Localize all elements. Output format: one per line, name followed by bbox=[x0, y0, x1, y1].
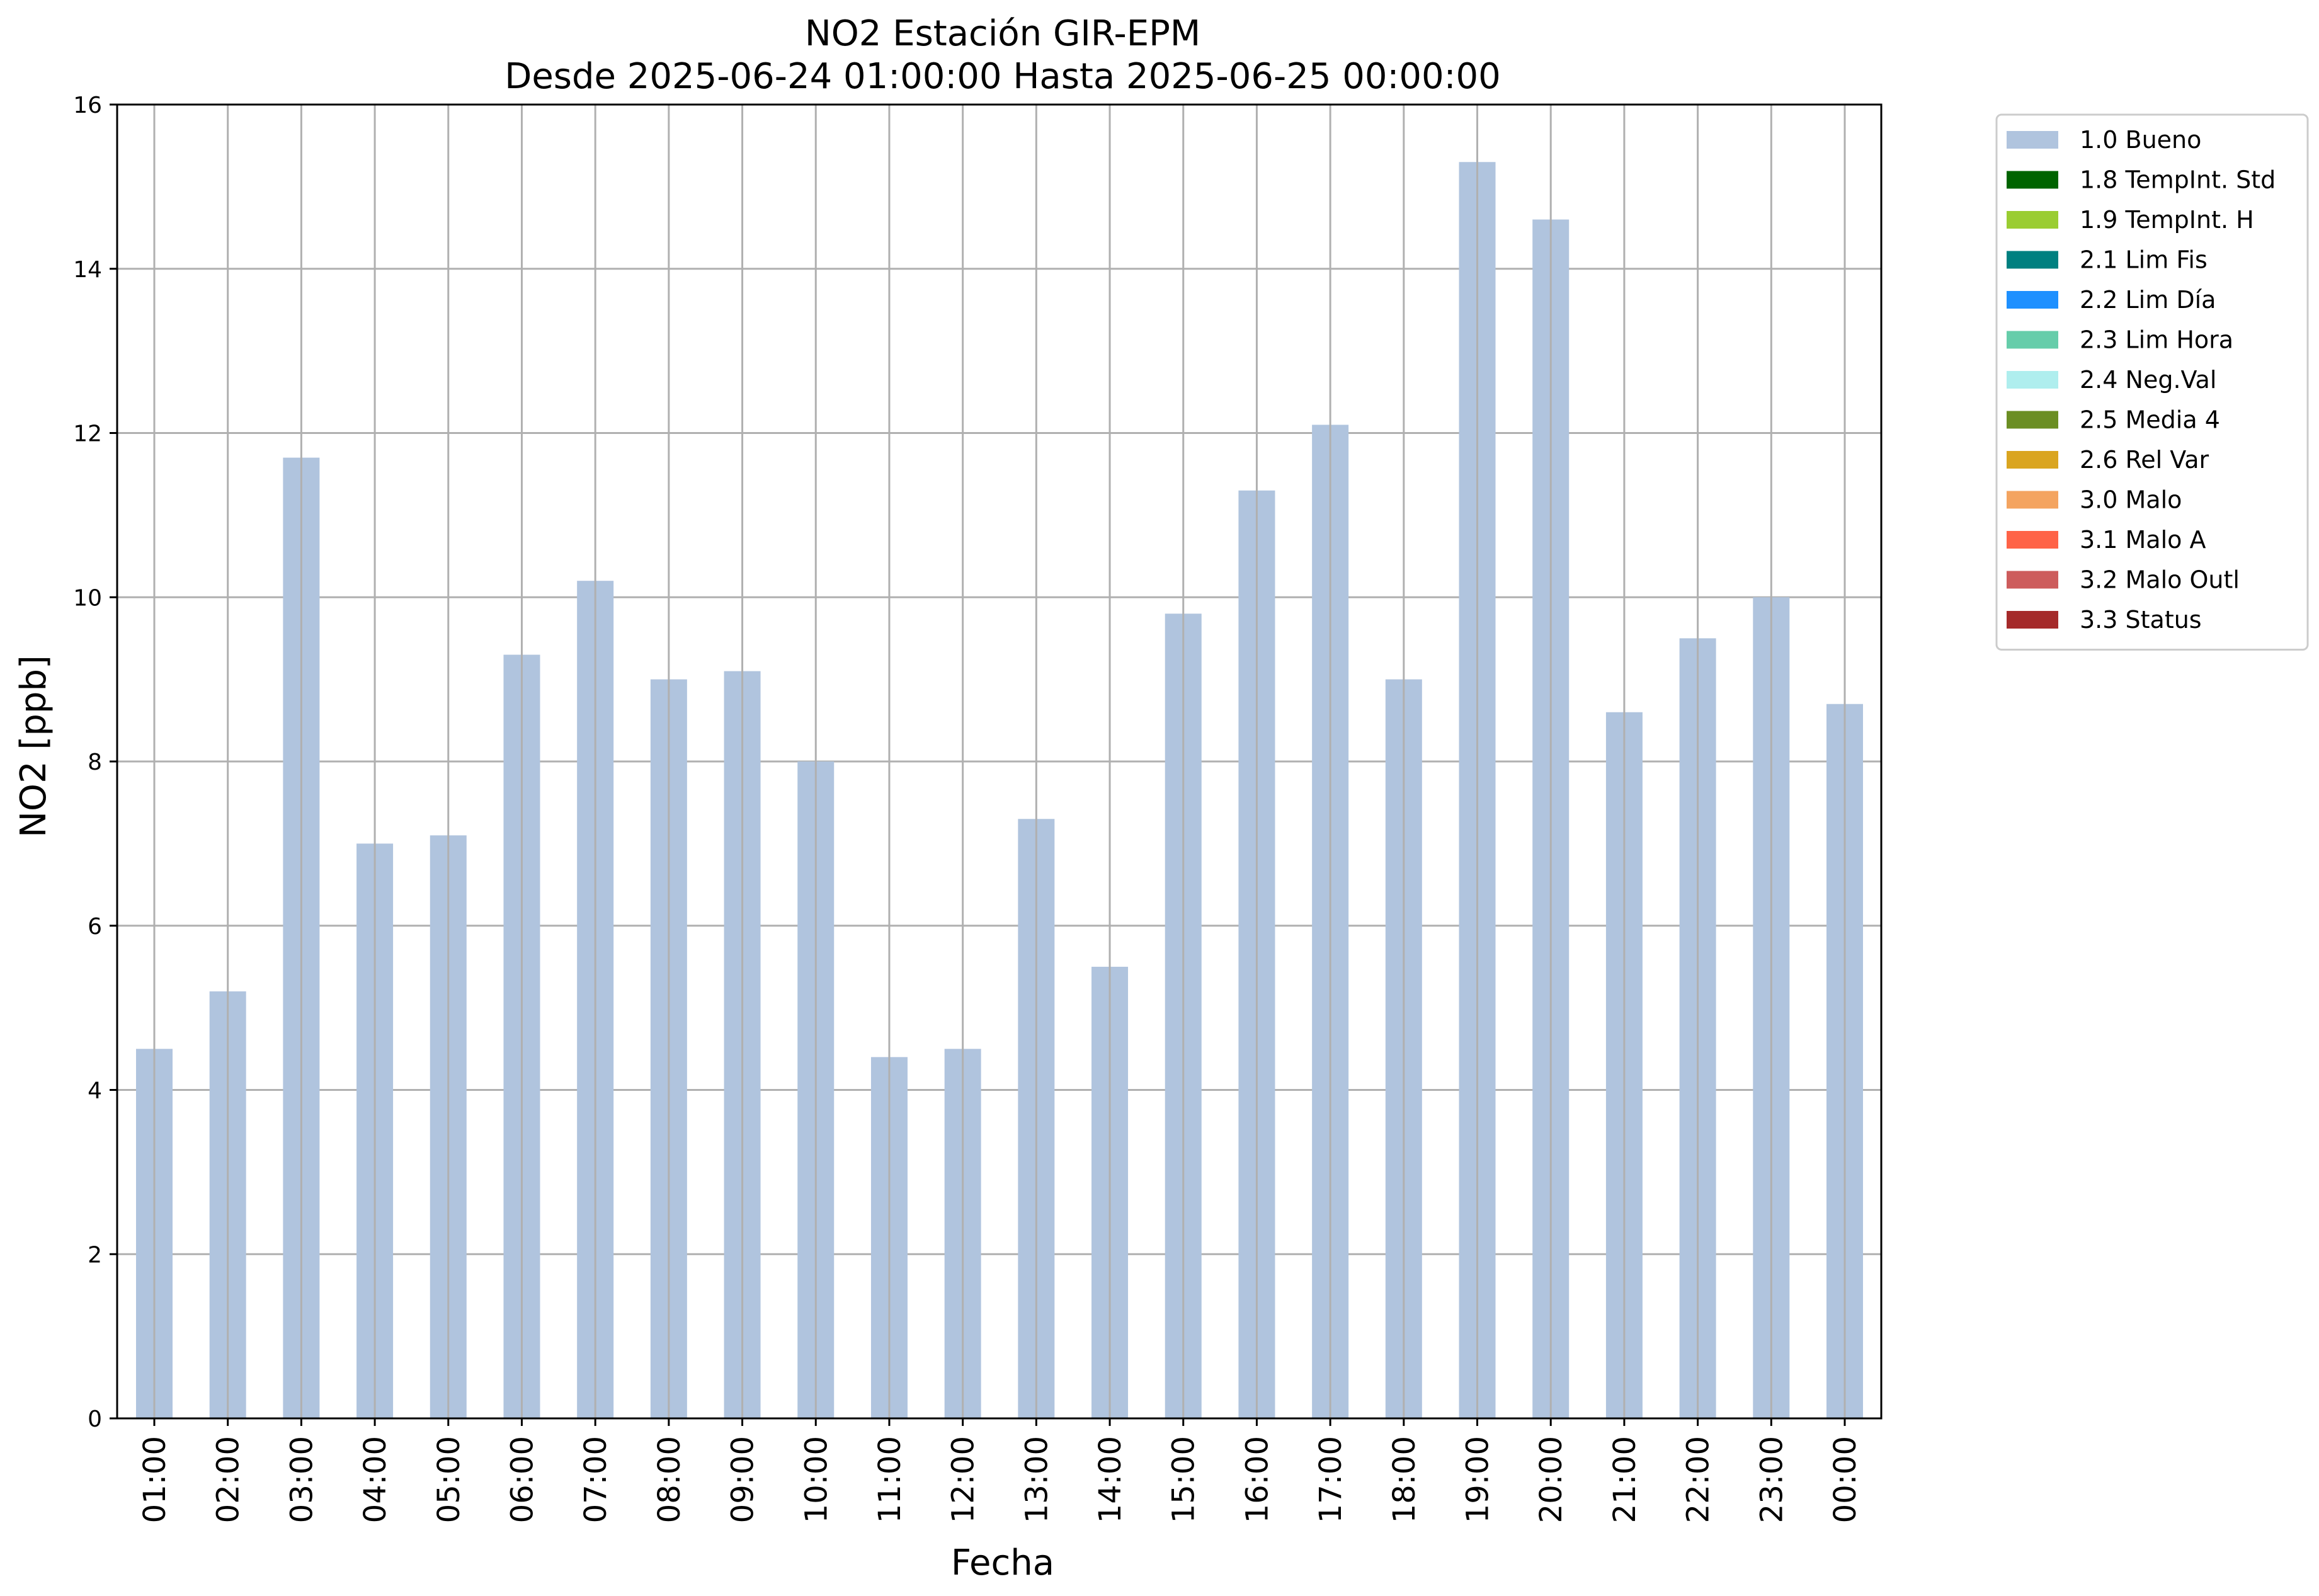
x-tick-label: 19:00 bbox=[1461, 1436, 1496, 1523]
legend-label: 2.6 Rel Var bbox=[2080, 446, 2209, 474]
legend-swatch bbox=[2007, 371, 2058, 389]
y-tick-label: 14 bbox=[73, 257, 102, 283]
legend-label: 1.0 Bueno bbox=[2080, 126, 2201, 154]
legend-label: 2.3 Lim Hora bbox=[2080, 326, 2233, 354]
legend-label: 3.3 Status bbox=[2080, 606, 2202, 634]
x-axis-label: Fecha bbox=[951, 1542, 1054, 1583]
x-tick-label: 12:00 bbox=[946, 1436, 981, 1523]
y-tick-label: 8 bbox=[88, 750, 102, 775]
y-tick-label: 0 bbox=[88, 1406, 102, 1432]
x-tick-label: 14:00 bbox=[1093, 1436, 1128, 1523]
legend-swatch bbox=[2007, 451, 2058, 469]
y-tick-label: 12 bbox=[73, 421, 102, 447]
y-tick-label: 4 bbox=[88, 1078, 102, 1104]
x-tick-label: 13:00 bbox=[1019, 1436, 1054, 1523]
legend-label: 3.1 Malo A bbox=[2080, 526, 2206, 554]
legend-swatch bbox=[2007, 571, 2058, 589]
x-tick-label: 11:00 bbox=[872, 1436, 908, 1523]
x-tick-label: 20:00 bbox=[1534, 1436, 1569, 1523]
legend-swatch bbox=[2007, 331, 2058, 349]
legend-label: 2.1 Lim Fis bbox=[2080, 246, 2208, 274]
x-tick-label: 02:00 bbox=[211, 1436, 246, 1523]
y-ticks: 0 2 4 6 8 10 12 14 16 bbox=[73, 93, 117, 1432]
legend-label: 2.4 Neg.Val bbox=[2080, 366, 2216, 394]
x-tick-label: 21:00 bbox=[1607, 1436, 1643, 1523]
legend-label: 3.0 Malo bbox=[2080, 486, 2182, 514]
legend-box bbox=[1995, 113, 2309, 651]
y-tick-label: 10 bbox=[73, 585, 102, 611]
legend-swatch bbox=[2007, 491, 2058, 509]
x-tick-label: 04:00 bbox=[358, 1436, 393, 1523]
legend-swatch bbox=[2007, 251, 2058, 269]
x-tick-label: 00:00 bbox=[1828, 1436, 1863, 1523]
x-tick-label: 16:00 bbox=[1239, 1436, 1275, 1523]
legend-label: 3.2 Malo Outl bbox=[2080, 566, 2240, 594]
legend-swatch bbox=[2007, 131, 2058, 149]
y-axis-label: NO2 [ppb] bbox=[13, 655, 54, 838]
chart-title: NO2 Estación GIR-EPM bbox=[805, 13, 1200, 54]
x-ticks: 01:00 02:00 03:00 04:00 05:00 06:00 07:00 08:00… bbox=[137, 1418, 1863, 1523]
x-tick-label: 06:00 bbox=[504, 1436, 540, 1523]
x-tick-label: 07:00 bbox=[578, 1436, 613, 1523]
x-tick-label: 17:00 bbox=[1313, 1436, 1348, 1523]
y-tick-label: 2 bbox=[88, 1242, 102, 1268]
legend-label: 1.8 TempInt. Std bbox=[2080, 166, 2276, 194]
legend-swatch bbox=[2007, 291, 2058, 309]
x-tick-label: 08:00 bbox=[652, 1436, 687, 1523]
y-tick-label: 6 bbox=[88, 914, 102, 940]
legend-swatch bbox=[2007, 611, 2058, 629]
legend: 1.0 Bueno 1.8 TempInt. Std 1.9 TempInt. H 2… bbox=[1995, 113, 2309, 651]
y-tick-label: 16 bbox=[73, 93, 102, 118]
x-tick-label: 18:00 bbox=[1387, 1436, 1422, 1523]
legend-label: 2.5 Media 4 bbox=[2080, 406, 2220, 434]
x-tick-label: 22:00 bbox=[1681, 1436, 1716, 1523]
legend-label: 1.9 TempInt. H bbox=[2080, 206, 2254, 234]
legend-swatch bbox=[2007, 171, 2058, 189]
x-tick-label: 01:00 bbox=[137, 1436, 173, 1523]
legend-label: 2.2 Lim Día bbox=[2080, 286, 2216, 314]
x-tick-label: 15:00 bbox=[1166, 1436, 1202, 1523]
x-tick-label: 05:00 bbox=[431, 1436, 467, 1523]
legend-swatch bbox=[2007, 211, 2058, 229]
bars bbox=[136, 105, 1863, 1419]
x-tick-label: 03:00 bbox=[284, 1436, 319, 1523]
legend-swatch bbox=[2007, 531, 2058, 549]
chart-subtitle: Desde 2025-06-24 01:00:00 Hasta 2025-06-… bbox=[504, 56, 1501, 97]
legend-swatch bbox=[2007, 411, 2058, 429]
x-tick-label: 09:00 bbox=[726, 1436, 761, 1523]
x-tick-label: 10:00 bbox=[799, 1436, 834, 1523]
x-tick-label: 23:00 bbox=[1754, 1436, 1789, 1523]
